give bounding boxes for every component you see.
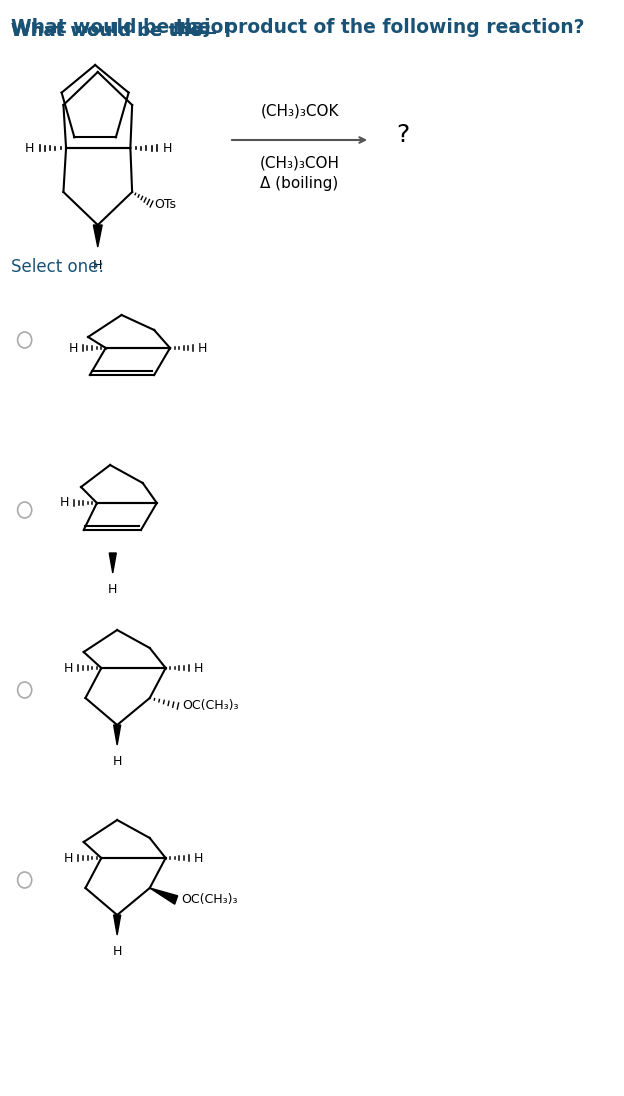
Text: H: H	[60, 496, 69, 510]
Text: H: H	[108, 583, 117, 596]
Text: H: H	[112, 755, 122, 768]
Text: H: H	[64, 852, 74, 865]
Text: major: major	[173, 18, 233, 37]
Text: H: H	[112, 945, 122, 958]
Polygon shape	[109, 553, 116, 573]
Text: H: H	[69, 342, 78, 354]
Text: Δ (boiling): Δ (boiling)	[260, 176, 339, 191]
Text: OC(CH₃)₃: OC(CH₃)₃	[182, 893, 238, 906]
Text: OTs: OTs	[154, 197, 176, 210]
Text: (CH₃)₃COK: (CH₃)₃COK	[260, 103, 339, 118]
Polygon shape	[94, 225, 102, 247]
Text: ?: ?	[396, 123, 409, 147]
Text: (CH₃)₃COH: (CH₃)₃COH	[260, 155, 339, 170]
Text: OC(CH₃)₃: OC(CH₃)₃	[182, 699, 239, 712]
Text: H: H	[193, 852, 203, 865]
Text: H: H	[163, 141, 172, 155]
Text: What would be the: What would be the	[11, 22, 208, 39]
Polygon shape	[114, 724, 120, 745]
Text: product of the following reaction?: product of the following reaction?	[218, 18, 584, 37]
Text: H: H	[24, 141, 34, 155]
Text: H: H	[93, 259, 102, 272]
Text: What would be the: What would be the	[11, 22, 208, 39]
Text: What would be the: What would be the	[11, 18, 217, 37]
Polygon shape	[114, 915, 120, 935]
Polygon shape	[150, 888, 178, 904]
Text: H: H	[198, 342, 207, 354]
Text: H: H	[64, 662, 74, 674]
Text: H: H	[193, 662, 203, 674]
Text: Select one:: Select one:	[11, 258, 104, 276]
